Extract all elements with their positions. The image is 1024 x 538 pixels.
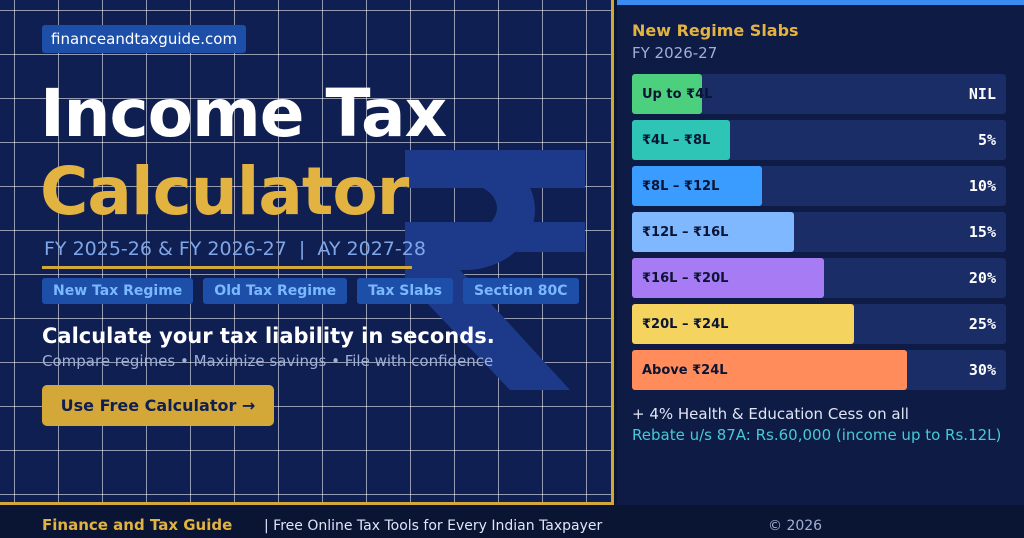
note: Rebate u/s 87A: Rs.60,000 (income up to … bbox=[632, 426, 1002, 444]
tag[interactable]: Old Tax Regime bbox=[203, 278, 348, 304]
slab-label: ₹20L – ₹24L bbox=[632, 304, 854, 344]
slab-row: ₹16L – ₹20L 20% bbox=[632, 258, 1006, 298]
slab-label: ₹12L – ₹16L bbox=[632, 212, 794, 252]
fy-line: FY 2025-26 & FY 2026-27 | AY 2027-28 bbox=[44, 238, 426, 260]
slab-row: ₹4L – ₹8L 5% bbox=[632, 120, 1006, 160]
title: Calculator bbox=[40, 153, 409, 230]
tag-list: New Tax Regime Old Tax Regime Tax Slabs Sec… bbox=[42, 278, 579, 304]
tagline: Calculate your tax liability in seconds. bbox=[42, 324, 495, 348]
slab-rate: 15% bbox=[968, 223, 996, 241]
slab-label: ₹4L – ₹8L bbox=[632, 120, 730, 160]
slab-rate: 10% bbox=[968, 177, 996, 195]
footer-copyright: © 2026 bbox=[768, 518, 823, 534]
slab-rate: 25% bbox=[968, 315, 996, 333]
slab-row: Above ₹24L 30% bbox=[632, 350, 1006, 390]
slab-rate: 5% bbox=[977, 131, 996, 149]
tag[interactable]: Tax Slabs bbox=[357, 278, 453, 304]
slab-rate: NIL bbox=[968, 85, 996, 103]
panel-subtitle: FY 2026-27 bbox=[632, 44, 718, 62]
slab-label: ₹8L – ₹12L bbox=[632, 166, 762, 206]
tag[interactable]: New Tax Regime bbox=[42, 278, 194, 304]
cta-button[interactable]: Use Free Calculator → bbox=[42, 385, 274, 426]
footer-brand: Finance and Tax Guide bbox=[42, 516, 233, 534]
slab-label: Up to ₹4L bbox=[632, 74, 712, 114]
slab-label: Above ₹24L bbox=[632, 350, 907, 390]
slab-row: ₹20L – ₹24L 25% bbox=[632, 304, 1006, 344]
note: + 4% Health & Education Cess on all bbox=[632, 405, 909, 423]
divider bbox=[42, 266, 412, 269]
subtext: Compare regimes • Maximize savings • Fil… bbox=[42, 352, 494, 370]
tag[interactable]: Section 80C bbox=[462, 278, 579, 304]
title: Income Tax bbox=[40, 75, 447, 152]
footer-tagline: | Free Online Tax Tools for Every Indian… bbox=[264, 518, 603, 534]
slab-row: ₹12L – ₹16L 15% bbox=[632, 212, 1006, 252]
slab-rate: 20% bbox=[968, 269, 996, 287]
site-badge: financeandtaxguide.com bbox=[42, 25, 247, 53]
panel-title: New Regime Slabs bbox=[632, 21, 799, 40]
slab-row: Up to ₹4L NIL bbox=[632, 74, 1006, 114]
slab-rate: 30% bbox=[968, 361, 996, 379]
slab-row: ₹8L – ₹12L 10% bbox=[632, 166, 1006, 206]
slab-label: ₹16L – ₹20L bbox=[632, 258, 824, 298]
